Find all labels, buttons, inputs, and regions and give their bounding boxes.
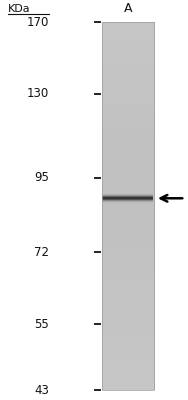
Text: 72: 72	[34, 246, 49, 258]
Text: KDa: KDa	[8, 4, 30, 14]
Text: 43: 43	[34, 384, 49, 396]
Text: 95: 95	[34, 171, 49, 184]
Text: 55: 55	[34, 318, 49, 331]
Text: A: A	[124, 2, 132, 15]
Text: 130: 130	[27, 87, 49, 100]
Bar	[102, 22, 154, 390]
Text: 170: 170	[27, 16, 49, 28]
